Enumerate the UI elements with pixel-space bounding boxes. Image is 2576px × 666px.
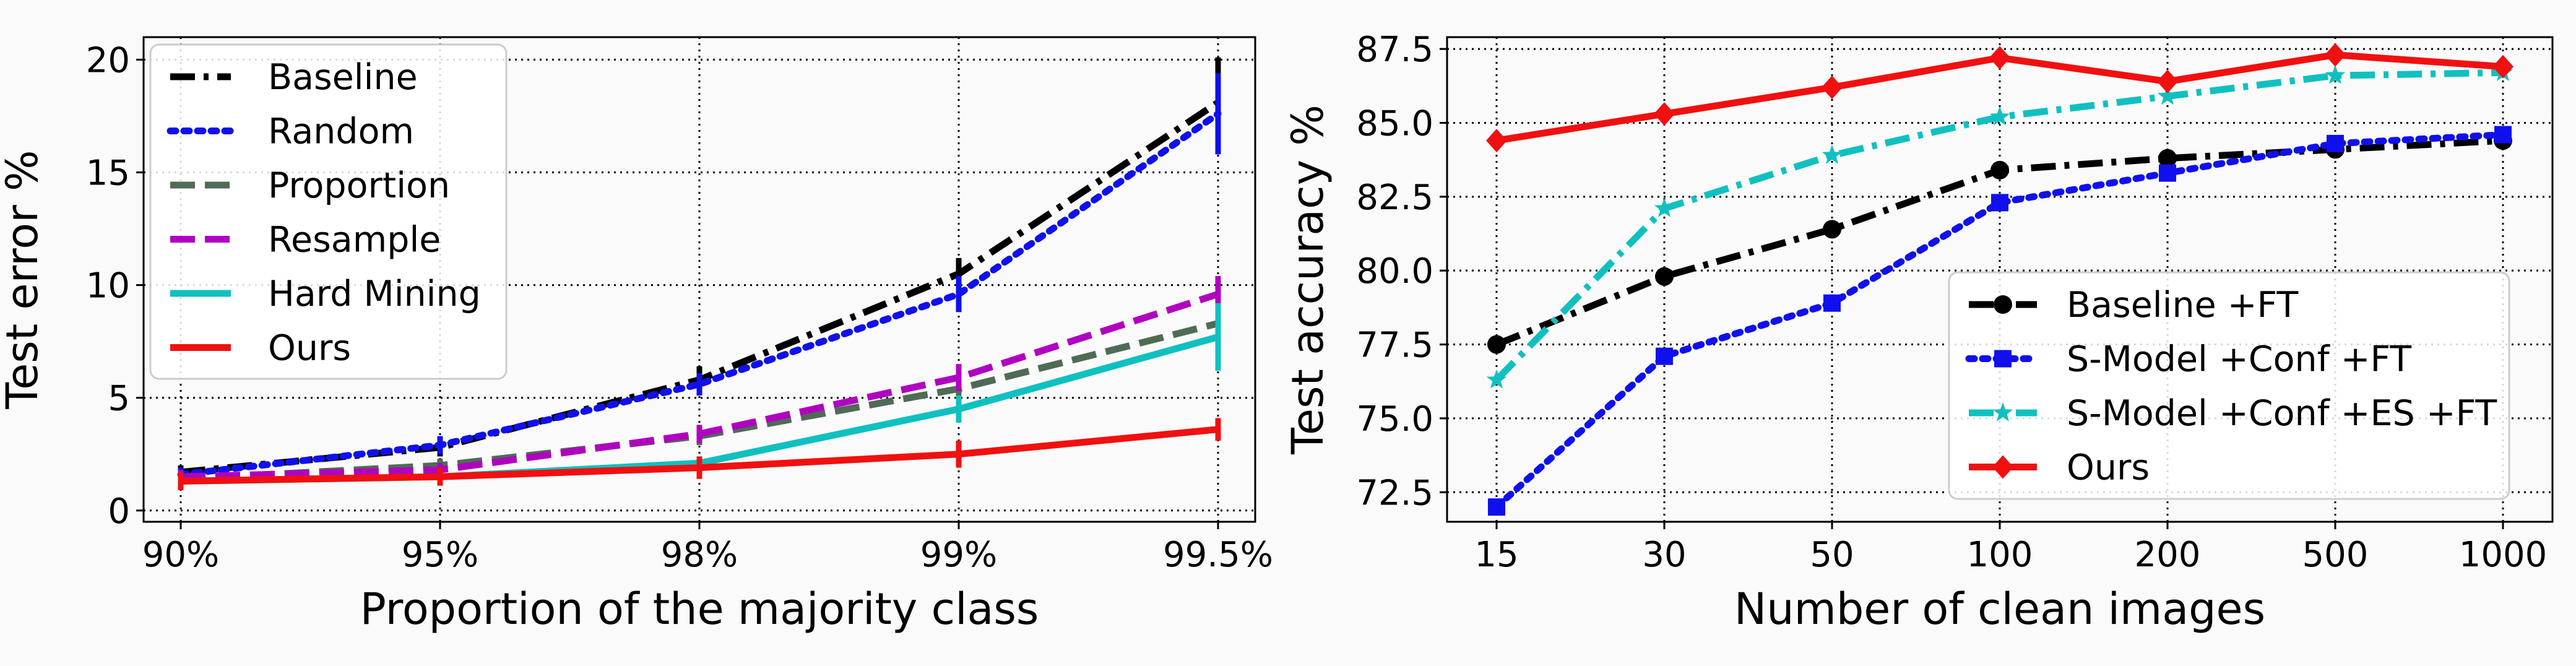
legend-marker [1994, 295, 2012, 314]
y-tick-label: 0 [108, 491, 130, 532]
data-point [2159, 164, 2176, 182]
data-point [1487, 335, 1506, 354]
x-axis-label: Number of clean images [1734, 584, 2265, 634]
y-tick-label: 80.0 [1356, 251, 1433, 292]
y-tick-label: 87.5 [1356, 30, 1433, 70]
data-point [1654, 197, 1675, 217]
y-axis-label: Test error % [0, 150, 48, 409]
series-ours [178, 418, 1221, 491]
data-point [1989, 106, 2010, 126]
data-point [2157, 69, 2178, 93]
x-tick-label: 99% [920, 535, 997, 575]
series-random [177, 73, 1222, 482]
data-point [2494, 126, 2512, 144]
data-point [1822, 145, 1843, 164]
x-tick-label: 100 [1967, 535, 2033, 575]
series-line [177, 110, 1222, 478]
legend-box [149, 43, 508, 380]
y-tick-label: 85.0 [1356, 103, 1433, 144]
legend-label: Baseline +FT [2067, 285, 2298, 326]
legend-label: Hard Mining [268, 274, 481, 314]
y-tick-label: 72.5 [1356, 473, 1433, 513]
legend: Baseline Random Proportion Resample Hard Min… [149, 43, 508, 380]
data-point [1655, 267, 1674, 286]
data-point [2158, 149, 2177, 168]
legend-marker [1992, 455, 2013, 479]
data-point [1654, 102, 1675, 126]
series-ours [1486, 43, 2513, 153]
x-tick-label: 15 [1474, 535, 1518, 575]
data-point [1990, 160, 2009, 179]
legend-label: S-Model +Conf +FT [2067, 339, 2411, 380]
x-tick-label: 95% [402, 535, 478, 575]
y-tick-label: 20 [86, 40, 130, 80]
series-s-model-conf-ft [1488, 126, 2512, 516]
legend-box [1948, 271, 2510, 500]
x-tick-label: 500 [2302, 535, 2369, 575]
data-point [2157, 85, 2178, 105]
x-axis-label: Proportion of the majority class [360, 584, 1039, 634]
y-tick-label: 10 [86, 266, 130, 306]
data-point [1989, 46, 2010, 70]
data-point [1991, 194, 2008, 212]
x-tick-label: 99.5% [1163, 535, 1273, 575]
x-tick-label: 90% [142, 535, 219, 575]
data-point [2492, 54, 2513, 79]
data-point [2327, 134, 2344, 152]
legend-label: Resample [268, 220, 441, 261]
y-tick-label: 5 [108, 379, 130, 419]
legend-marker [1994, 350, 2012, 368]
data-point [1486, 129, 1507, 153]
x-tick-label: 1000 [2459, 535, 2548, 575]
data-point [1486, 369, 1507, 389]
y-tick-label: 82.5 [1356, 178, 1433, 218]
data-point [1656, 347, 1673, 365]
x-tick-label: 50 [1810, 535, 1854, 575]
x-tick-label: 98% [661, 535, 738, 575]
y-tick-label: 15 [86, 154, 130, 194]
legend-label: Baseline [268, 57, 418, 98]
data-point [1823, 294, 1841, 312]
legend-label: Random [268, 111, 414, 152]
x-tick-label: 200 [2135, 535, 2201, 575]
data-point [1488, 498, 1505, 516]
y-tick-label: 77.5 [1356, 326, 1433, 366]
legend-label: S-Model +Conf +ES +FT [2067, 393, 2497, 434]
legend-marker [1992, 402, 2013, 422]
y-tick-label: 75.0 [1356, 399, 1433, 439]
legend-label: Ours [268, 328, 351, 369]
y-axis-label: Test accuracy % [1282, 105, 1333, 455]
legend-label: Proportion [268, 165, 450, 206]
chart-test-accuracy: 15 30 50 100 200 500 1000 72.5 75.0 77.5 80.0 82.5 8… [1282, 30, 2554, 634]
x-tick-label: 30 [1642, 535, 1686, 575]
legend-label: Ours [2067, 448, 2150, 488]
chart-test-error: 90% 95% 98% 99% 99.5% 0 5 10 15 20 Proportion of t… [0, 36, 1273, 634]
data-point [1823, 220, 1841, 239]
data-point [1822, 76, 1843, 100]
data-point [2325, 65, 2346, 84]
data-point [2325, 43, 2346, 67]
legend: Baseline +FT S-Model +Conf +FT S-Model +Co… [1948, 271, 2510, 500]
